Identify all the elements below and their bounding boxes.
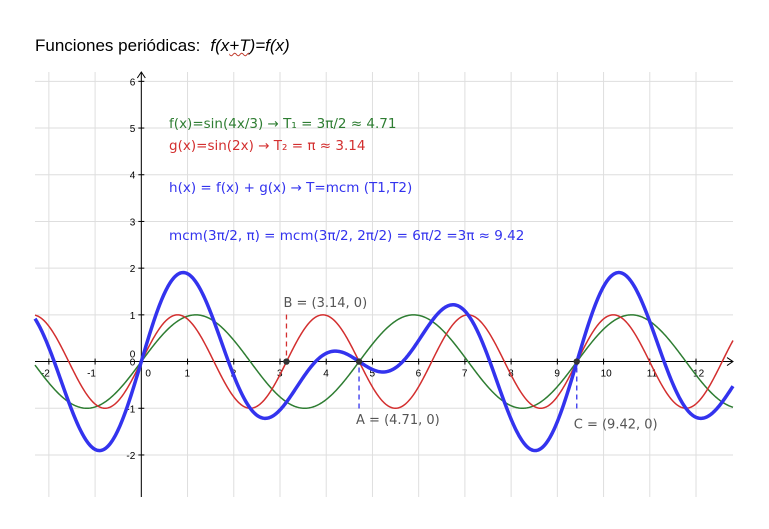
- formula-part-b: +T: [229, 36, 250, 55]
- x-tick-label: 4: [323, 369, 329, 380]
- point-marker-2[interactable]: [573, 358, 580, 365]
- y-tick-label: 0: [130, 358, 136, 369]
- y-axis-arrow: [136, 71, 146, 79]
- y-tick-label: 4: [130, 171, 136, 182]
- annotation-1: g(x)=sin(2x) → T₂ = π ≈ 3.14: [169, 138, 365, 154]
- y-tick-label: 6: [130, 77, 136, 88]
- x-tick-label: 11: [647, 369, 658, 380]
- y-tick-label: 2: [130, 264, 136, 275]
- point-label-1: A = (4.71, 0): [356, 413, 440, 428]
- x-tick-label: 12: [693, 369, 705, 380]
- x-axis-arrow: [726, 357, 734, 366]
- annotation-2: h(x) = f(x) + g(x) → T=mcm (T1,T2): [169, 180, 412, 196]
- point-label-2: C = (9.42, 0): [574, 418, 658, 433]
- point-label-0: B = (3.14, 0): [283, 296, 367, 311]
- x-tick-label: 0: [145, 369, 151, 380]
- title-formula: f(x+T)=f(x): [210, 36, 289, 55]
- series-line-h[interactable]: [33, 270, 735, 453]
- series-line-g[interactable]: [34, 314, 734, 410]
- x-tick-label: 9: [554, 369, 560, 380]
- x-tick-label: 10: [601, 369, 613, 380]
- series-line-f[interactable]: [34, 314, 734, 410]
- x-tick-label: 6: [416, 369, 422, 380]
- y-tick-label: 1: [130, 311, 136, 322]
- formula-part-c: )=f(x): [249, 36, 290, 55]
- y-tick-label: -2: [126, 451, 135, 462]
- x-tick-label: 7: [462, 369, 468, 380]
- annotation-3: mcm(3π/2, π) = mcm(3π/2, 2π/2) = 6π/2 =3…: [169, 228, 524, 244]
- y-tick-label: 5: [130, 124, 136, 135]
- x-tick-label: 1: [185, 369, 191, 380]
- point-marker-1[interactable]: [355, 358, 363, 365]
- chart-title: Funciones periódicas: f(x+T)=f(x): [35, 36, 290, 56]
- title-text: Funciones periódicas:: [35, 36, 201, 55]
- y-tick-label: 3: [130, 217, 136, 228]
- annotation-0: f(x)=sin(4x/3) → T₁ = 3π/2 ≈ 4.71: [169, 116, 396, 132]
- x-tick-label: 5: [369, 369, 375, 380]
- x-tick-label: -1: [87, 369, 96, 380]
- formula-part-a: f(x: [210, 36, 230, 55]
- point-marker-0[interactable]: [283, 358, 290, 365]
- y-tick-label: -1: [126, 404, 135, 415]
- x-tick-label: -2: [41, 369, 50, 380]
- y-tick-label: 0: [130, 350, 136, 361]
